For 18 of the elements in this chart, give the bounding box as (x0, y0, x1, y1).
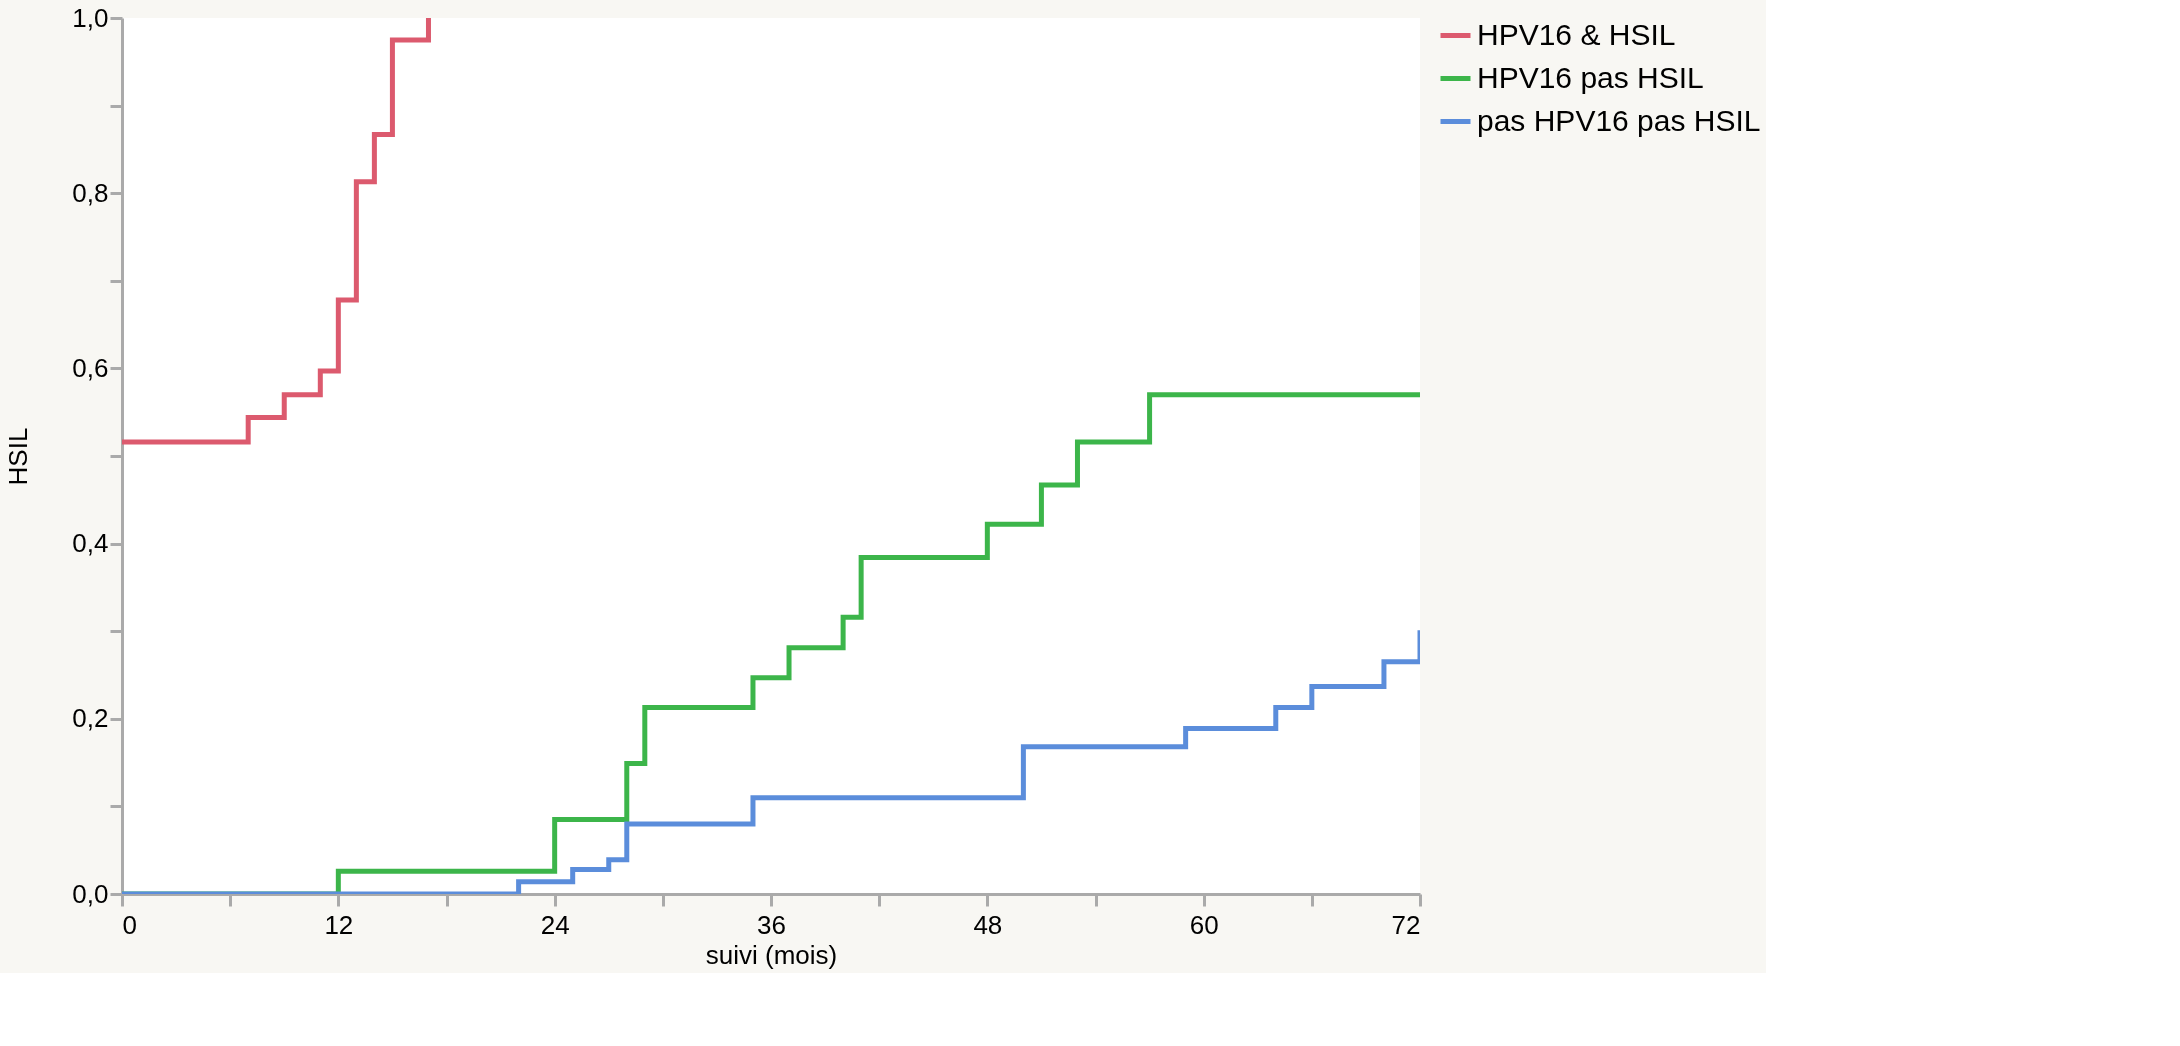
x-tick-label: 24 (540, 909, 570, 940)
x-tick-label: 0 (122, 909, 137, 940)
x-tick-label: 36 (757, 909, 786, 940)
x-tick-label: 12 (324, 909, 354, 940)
legend-label: HPV16 pas HSIL (1477, 60, 1704, 94)
y-tick-label: 0,2 (72, 703, 109, 734)
y-tick-label: 1,0 (72, 2, 109, 33)
y-axis-title: HSIL (3, 427, 34, 486)
legend-label: pas HPV16 pas HSIL (1477, 103, 1761, 137)
x-axis-title: suivi (mois) (705, 939, 838, 970)
y-tick-label: 0,4 (72, 528, 109, 559)
x-tick-label: 48 (973, 909, 1003, 940)
y-tick-label: 0,8 (72, 177, 109, 208)
legend-label: HPV16 & HSIL (1477, 17, 1676, 51)
y-tick-label: 0,6 (72, 352, 109, 383)
x-tick-label: 60 (1189, 909, 1219, 940)
x-tick-label: 72 (1391, 909, 1421, 940)
y-tick-label: 0,0 (72, 878, 109, 909)
